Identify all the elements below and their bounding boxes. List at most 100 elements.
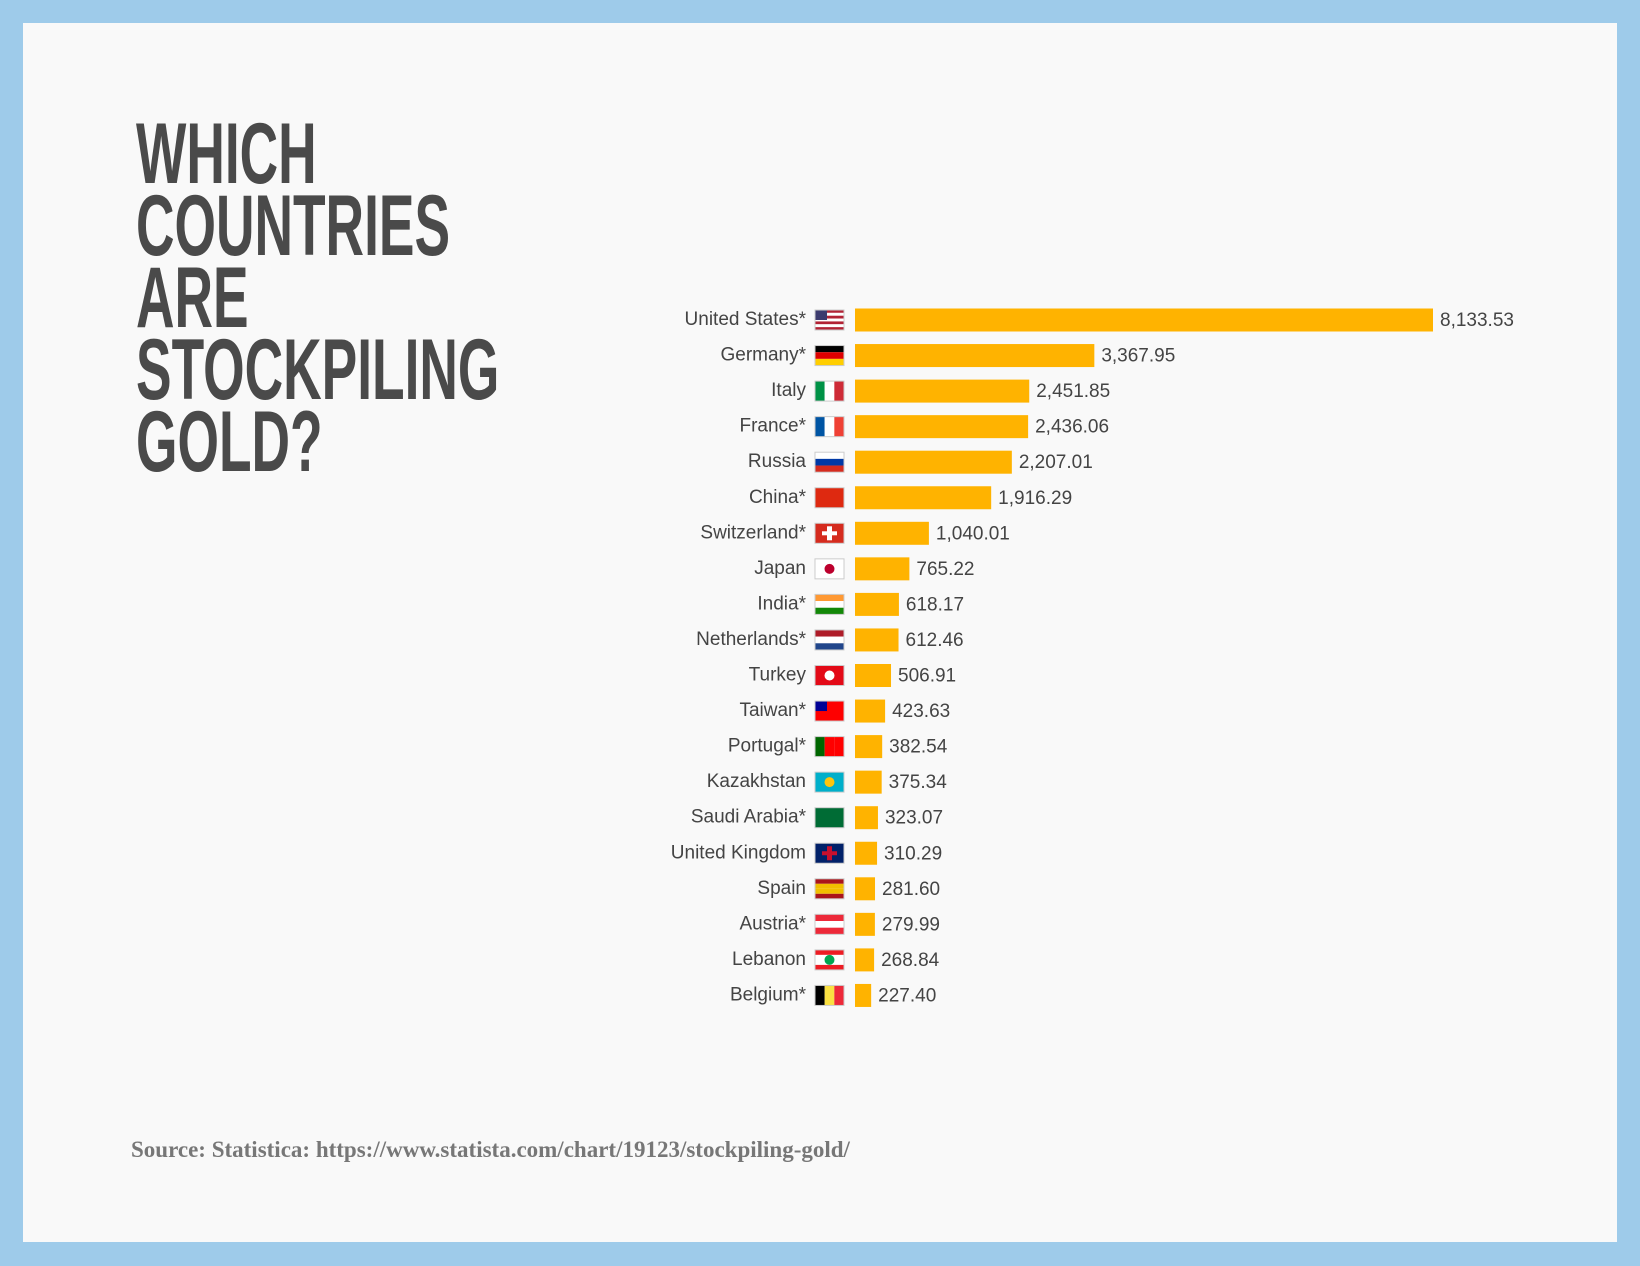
flag-stripe <box>815 883 844 889</box>
flag-stripe <box>834 985 844 1006</box>
flag-border <box>814 487 845 509</box>
flag-emblem <box>824 670 835 681</box>
bar <box>855 450 1012 474</box>
bar <box>855 628 899 652</box>
value-label: 323.07 <box>885 808 943 829</box>
flag-border <box>814 593 845 615</box>
flag-border <box>814 451 845 473</box>
flag-stripe <box>815 352 844 359</box>
flag-stripe <box>815 985 825 1006</box>
source-note: Source: Statistica: https://www.statista… <box>131 1137 850 1162</box>
value-label: 612.46 <box>906 630 964 651</box>
bar <box>855 521 929 545</box>
value-label: 281.60 <box>882 879 940 900</box>
value-label: 310.29 <box>884 843 942 864</box>
value-label: 375.34 <box>889 772 948 793</box>
category-label: Lebanon <box>732 949 806 970</box>
flag-stripe <box>824 381 835 402</box>
flag-stripe <box>815 949 844 955</box>
category-label: Belgium* <box>730 984 807 1005</box>
value-label: 506.91 <box>898 666 956 687</box>
bar <box>855 806 878 830</box>
bar <box>855 912 875 936</box>
value-label: 2,207.01 <box>1019 452 1093 473</box>
flag-border <box>814 522 845 544</box>
bar <box>855 486 992 510</box>
flag-border <box>814 700 845 722</box>
category-label: Switzerland* <box>700 522 806 543</box>
flag-stripe <box>815 381 825 402</box>
flag-stripe <box>815 318 844 322</box>
flag-stripe <box>815 601 844 608</box>
value-label: 618.17 <box>906 594 964 615</box>
bar <box>855 877 876 901</box>
flag-stripe <box>815 607 844 615</box>
flag-stripe <box>815 643 844 650</box>
flag-border <box>814 629 845 651</box>
flag-border <box>814 913 845 935</box>
flag-stripe <box>834 736 844 757</box>
flag-border <box>814 558 845 580</box>
bar <box>855 557 910 581</box>
category-label: India* <box>757 593 806 614</box>
bar <box>855 308 1433 332</box>
flag-border <box>814 665 845 686</box>
bar <box>855 592 899 616</box>
category-label: Saudi Arabia* <box>691 807 807 828</box>
flag-stripe <box>815 878 844 884</box>
flag-border <box>814 949 845 971</box>
value-label: 227.40 <box>878 985 936 1006</box>
flag-stripe <box>815 921 844 928</box>
category-label: United Kingdom <box>671 842 806 863</box>
category-label: France* <box>739 416 806 437</box>
flag-stripe <box>824 985 835 1006</box>
flag-stripe <box>815 327 844 330</box>
flag-border <box>814 736 845 758</box>
flag-stripe <box>815 927 844 935</box>
flag-stripe <box>815 888 844 894</box>
flag-border <box>814 416 845 438</box>
flag-stripe <box>824 416 835 437</box>
flag-stripe <box>815 594 844 602</box>
category-label: Spain <box>757 878 806 899</box>
category-label: China* <box>749 487 807 508</box>
flag-border <box>814 380 845 402</box>
flag-stripe <box>815 807 844 828</box>
chart-title: WHICH COUNTRIES ARE STOCKPILING GOLD? <box>136 106 500 490</box>
flag-cross <box>822 531 837 536</box>
flag-border <box>814 345 845 367</box>
value-label: 3,367.95 <box>1101 346 1175 367</box>
flag-stripe <box>815 736 825 757</box>
flag-stripe <box>815 358 844 366</box>
flag-stripe <box>815 893 844 899</box>
value-label: 1,040.01 <box>936 523 1010 544</box>
value-label: 765.22 <box>916 559 974 580</box>
flag-stripe <box>834 381 844 402</box>
flag-stripe <box>815 345 844 353</box>
value-label: 279.99 <box>882 914 940 935</box>
flag-border <box>814 807 845 829</box>
bar <box>855 415 1029 439</box>
flag-stripe <box>815 310 844 313</box>
flag-border <box>814 842 845 864</box>
category-label: Austria* <box>739 913 806 934</box>
flag-stripe <box>824 736 835 757</box>
bar <box>855 735 883 759</box>
flag-canton <box>815 310 827 320</box>
category-label: Italy <box>771 380 806 401</box>
flag-stripe <box>815 321 844 325</box>
value-label: 268.84 <box>881 950 940 971</box>
flag-border <box>814 878 845 900</box>
bar <box>855 699 886 723</box>
flag-stripe <box>815 315 844 319</box>
bar <box>855 664 892 687</box>
flag-stripe <box>815 465 844 473</box>
value-label: 2,451.85 <box>1036 381 1110 402</box>
flag-stripe <box>815 312 844 316</box>
flag-emblem <box>824 563 835 574</box>
bar <box>855 983 872 1007</box>
bar <box>855 948 875 972</box>
flag-canton <box>815 701 827 712</box>
